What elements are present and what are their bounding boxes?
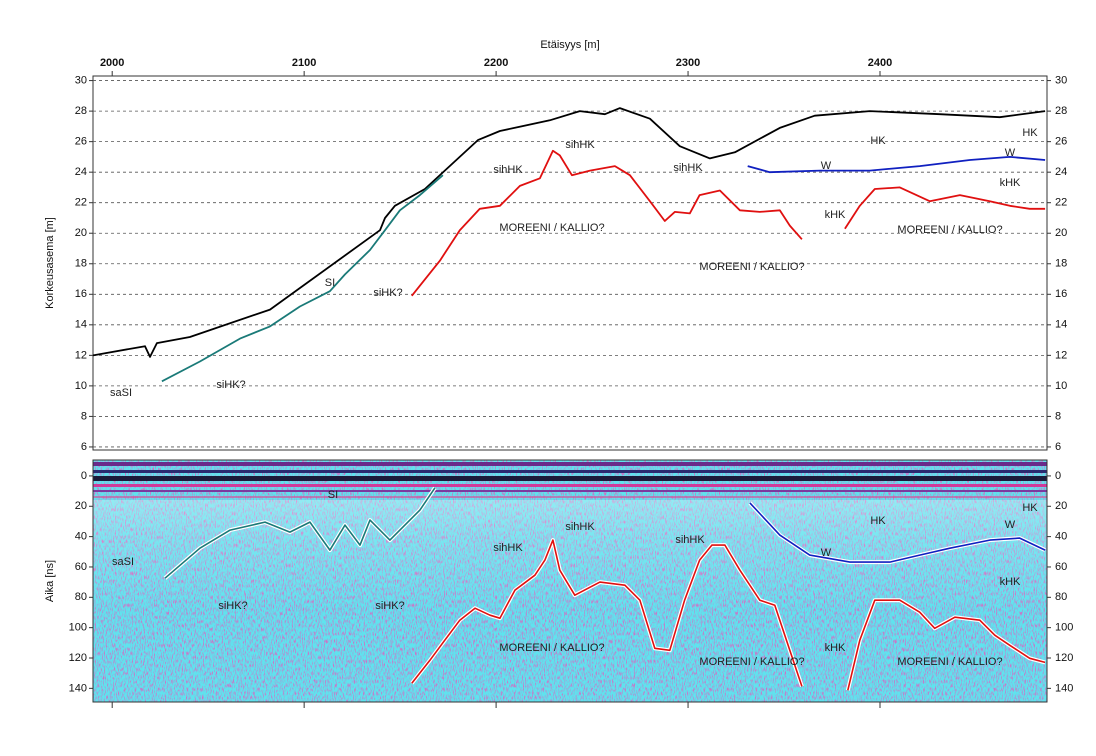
annotation: sihHK bbox=[493, 542, 523, 554]
y-tick-label: 80 bbox=[75, 591, 87, 603]
x-tick-label: 2400 bbox=[868, 57, 892, 69]
annotation: W bbox=[1005, 147, 1016, 159]
y-tick-label: 60 bbox=[75, 561, 87, 573]
annotation: kHK bbox=[825, 209, 846, 221]
y-tick-label: 100 bbox=[69, 622, 87, 634]
y-tick-label: 20 bbox=[75, 227, 87, 239]
annotation: HK bbox=[1022, 502, 1038, 514]
line bbox=[411, 539, 1046, 691]
y-tick-label: 140 bbox=[69, 682, 87, 694]
series-group bbox=[93, 107, 1046, 383]
y-tick-label: 6 bbox=[81, 441, 87, 453]
y-tick-label: 14 bbox=[1055, 319, 1067, 331]
x-tick-label: 2300 bbox=[676, 57, 700, 69]
line bbox=[749, 502, 1046, 563]
x-tick-label: 2100 bbox=[292, 57, 316, 69]
line bbox=[164, 487, 436, 579]
y-tick-label: 16 bbox=[75, 288, 87, 300]
annotation: siHK? bbox=[373, 287, 402, 299]
y-tick-label: 6 bbox=[1055, 441, 1061, 453]
line bbox=[161, 174, 444, 383]
annotation: HK bbox=[870, 135, 886, 147]
y-tick-label: 28 bbox=[1055, 105, 1067, 117]
annotation: kHK bbox=[825, 642, 846, 654]
y-tick-label: 100 bbox=[1055, 622, 1073, 634]
y-axis-label: Korkeusasema [m] bbox=[44, 217, 56, 309]
y-tick-label: 18 bbox=[1055, 258, 1067, 270]
annotation: saSI bbox=[110, 387, 132, 399]
annotation: sihHK bbox=[565, 521, 595, 533]
y-tick-label: 60 bbox=[1055, 561, 1067, 573]
annotation: HK bbox=[1022, 127, 1038, 139]
plot-frame bbox=[92, 75, 1048, 451]
y-tick-label: 14 bbox=[75, 319, 87, 331]
y-tick-label: 10 bbox=[1055, 380, 1067, 392]
y-tick-label: 80 bbox=[1055, 591, 1067, 603]
y-tick-label: 28 bbox=[75, 105, 87, 117]
y-tick-label: 40 bbox=[75, 531, 87, 543]
y-tick-label: 140 bbox=[1055, 682, 1073, 694]
y-tick-label: 24 bbox=[1055, 166, 1067, 178]
y-tick-label: 8 bbox=[1055, 410, 1061, 422]
y-tick-label: 26 bbox=[75, 136, 87, 148]
y-tick-label: 22 bbox=[1055, 197, 1067, 209]
series-group bbox=[163, 486, 1046, 691]
annotation: kHK bbox=[1000, 576, 1021, 588]
y-axis-label: Aika [ns] bbox=[44, 560, 56, 602]
annotation: sihHK bbox=[675, 534, 705, 546]
line bbox=[411, 149, 1046, 297]
annotation: siHK? bbox=[218, 600, 247, 612]
y-tick-label: 120 bbox=[1055, 652, 1073, 664]
y-tick-label: 26 bbox=[1055, 136, 1067, 148]
y-tick-label: 30 bbox=[1055, 74, 1067, 86]
y-tick-label: 40 bbox=[1055, 531, 1067, 543]
y-tick-label: 120 bbox=[69, 652, 87, 664]
annotation: SI bbox=[328, 489, 338, 501]
y-tick-label: 20 bbox=[1055, 227, 1067, 239]
x-tick-label: 2200 bbox=[484, 57, 508, 69]
y-tick-label: 20 bbox=[75, 500, 87, 512]
y-tick-label: 16 bbox=[1055, 288, 1067, 300]
annotation: W bbox=[821, 547, 832, 559]
y-tick-label: 22 bbox=[75, 197, 87, 209]
annotation: MOREENI / KALLIO? bbox=[699, 261, 804, 273]
line bbox=[93, 107, 1046, 358]
annotation: HK bbox=[870, 515, 886, 527]
y-tick-label: 10 bbox=[75, 380, 87, 392]
annotation: sihHK bbox=[673, 162, 703, 174]
annotation: saSI bbox=[112, 556, 134, 568]
y-tick-label: 0 bbox=[81, 470, 87, 482]
annotation: siHK? bbox=[216, 379, 245, 391]
annotation: kHK bbox=[1000, 177, 1021, 189]
annotation: MOREENI / KALLIO? bbox=[499, 222, 604, 234]
annotation: MOREENI / KALLIO? bbox=[897, 224, 1002, 236]
y-tick-label: 24 bbox=[75, 166, 87, 178]
radargram bbox=[93, 460, 1047, 702]
y-tick-label: 20 bbox=[1055, 500, 1067, 512]
y-tick-label: 8 bbox=[81, 410, 87, 422]
annotation: W bbox=[821, 160, 832, 172]
annotation: sihHK bbox=[565, 139, 595, 151]
line bbox=[747, 156, 1046, 174]
annotation: MOREENI / KALLIO? bbox=[699, 656, 804, 668]
annotation: MOREENI / KALLIO? bbox=[499, 642, 604, 654]
y-tick-label: 12 bbox=[75, 349, 87, 361]
y-tick-label: 18 bbox=[75, 258, 87, 270]
x-axis-label: Etäisyys [m] bbox=[540, 39, 599, 51]
annotation: MOREENI / KALLIO? bbox=[897, 656, 1002, 668]
annotation: SI bbox=[325, 277, 335, 289]
annotation: W bbox=[1005, 519, 1016, 531]
annotation: sihHK bbox=[493, 164, 523, 176]
y-tick-label: 12 bbox=[1055, 349, 1067, 361]
y-tick-label: 0 bbox=[1055, 470, 1061, 482]
y-tick-label: 30 bbox=[75, 74, 87, 86]
x-tick-label: 2000 bbox=[100, 57, 124, 69]
plot-frame bbox=[92, 459, 1048, 703]
annotation: siHK? bbox=[375, 600, 404, 612]
